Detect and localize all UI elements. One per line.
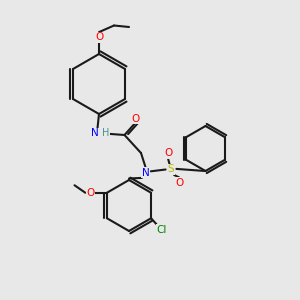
Text: O: O xyxy=(176,178,184,188)
Text: O: O xyxy=(95,32,103,43)
Text: H: H xyxy=(102,128,110,139)
Text: O: O xyxy=(131,113,139,124)
Text: N: N xyxy=(142,167,149,178)
Text: O: O xyxy=(164,148,172,158)
Text: N: N xyxy=(91,128,99,139)
Text: Cl: Cl xyxy=(157,225,167,235)
Text: O: O xyxy=(86,188,94,198)
Text: S: S xyxy=(168,164,174,175)
